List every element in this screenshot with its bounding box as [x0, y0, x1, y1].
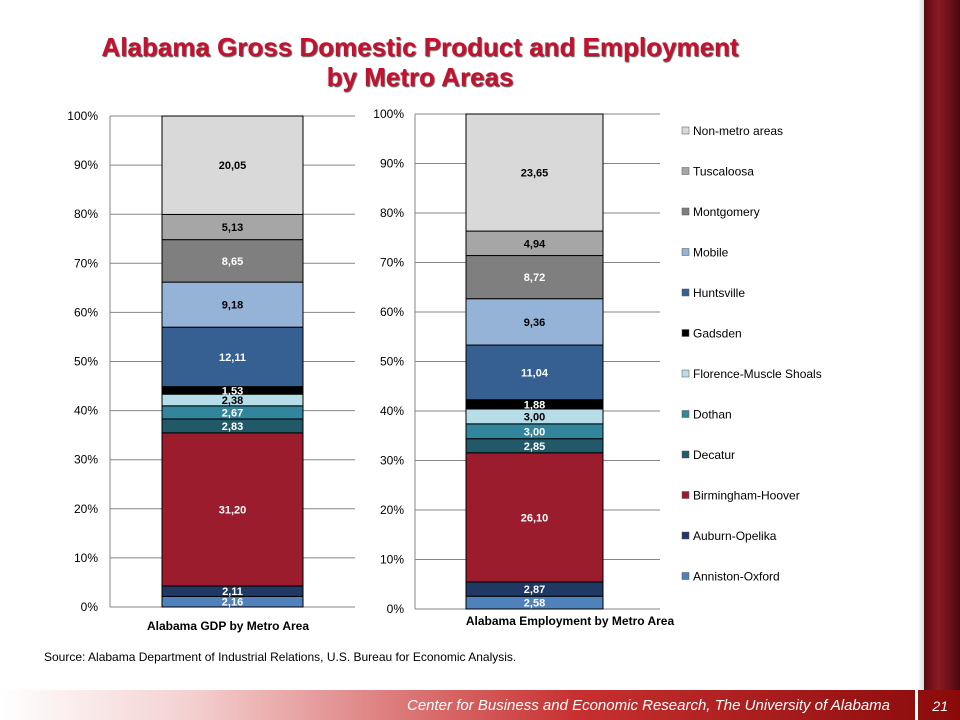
chart2-x-axis-label: Alabama Employment by Metro Area — [466, 614, 675, 628]
chart1-bar-non-metro-areas — [161, 115, 304, 215]
chart2-bar-birmingham-hoover — [465, 452, 604, 583]
chart2-y-tick-label: 50% — [380, 355, 404, 369]
charts-canvas: 0% 10% 20% 30% 40% 50% 60% 70% 80% 90% 100% 2,162,1… — [67, 107, 822, 633]
slide-side-edge — [918, 0, 924, 690]
chart2-y-tick-label: 40% — [380, 404, 404, 418]
legend-label-huntsville: Huntsville — [693, 286, 745, 300]
chart2-y-tick-label: 60% — [380, 305, 404, 319]
chart1-data-label-non-metro-areas: 20,05 — [219, 160, 247, 172]
chart1-data-label-birmingham-hoover: 31,20 — [219, 504, 247, 516]
chart1-y-tick-label: 90% — [74, 158, 98, 172]
chart1-bar-huntsville — [161, 326, 304, 388]
chart1-y-tick-label: 40% — [74, 404, 98, 418]
chart1-y-tick-label: 60% — [74, 305, 98, 319]
legend-swatch-anniston-oxford — [681, 572, 690, 580]
chart2-data-label-florence-muscle-shoals: 3,00 — [524, 411, 545, 423]
legend-swatch-mobile — [681, 248, 690, 256]
chart1-x-axis-label: Alabama GDP by Metro Area — [147, 619, 309, 633]
chart1-data-label-tuscaloosa: 5,13 — [222, 222, 243, 234]
legend-swatch-birmingham-hoover — [681, 491, 690, 499]
legend-label-florence-muscle-shoals: Florence-Muscle Shoals — [693, 367, 822, 381]
legend-swatch-gadsden — [681, 329, 690, 337]
chart2-data-label-huntsville: 11,04 — [521, 367, 549, 379]
legend-swatch-florence-muscle-shoals — [681, 369, 690, 378]
chart2-data-label-auburn-opelika: 2,87 — [524, 584, 545, 596]
chart2-data-label-dothan: 3,00 — [524, 426, 545, 438]
chart1-y-tick-label: 70% — [74, 256, 98, 270]
chart2-bar-non-metro-areas — [465, 113, 604, 232]
legend-label-mobile: Mobile — [693, 246, 729, 260]
chart1-data-label-gadsden: 1,53 — [222, 385, 243, 397]
legend-label-tuscaloosa: Tuscaloosa — [693, 165, 754, 179]
chart1-data-label-florence-muscle-shoals: 2,38 — [222, 395, 243, 407]
legend-swatch-huntsville — [681, 288, 690, 297]
chart1-y-tick-label: 50% — [74, 355, 98, 369]
legend-label-dothan: Dothan — [693, 408, 732, 422]
chart2-data-label-gadsden: 1,88 — [524, 399, 545, 411]
chart1-data-label-decatur: 2,83 — [222, 421, 243, 433]
legend-swatch-tuscaloosa — [681, 167, 690, 175]
chart2-y-tick-label: 0% — [387, 602, 405, 616]
chart2-data-label-tuscaloosa: 4,94 — [524, 238, 546, 250]
chart2-data-label-mobile: 9,36 — [524, 317, 545, 329]
footer-text: Center for Business and Economic Researc… — [407, 697, 890, 714]
chart2-y-tick-label: 90% — [380, 157, 404, 171]
chart2-bar-huntsville — [465, 344, 604, 401]
legend-label-birmingham-hoover: Birmingham-Hoover — [693, 489, 800, 503]
chart1-y-tick-label: 0% — [81, 600, 99, 614]
legend-label-decatur: Decatur — [693, 448, 735, 462]
chart2-bar-montgomery — [465, 255, 604, 300]
chart1-y-tick-label: 30% — [74, 453, 98, 467]
legend-label-non-metro-areas: Non-metro areas — [693, 124, 783, 138]
chart2-y-tick-label: 30% — [380, 454, 404, 468]
legend-swatch-dothan — [681, 410, 690, 418]
footer-divider — [915, 690, 918, 720]
chart2-bar-tuscaloosa — [465, 230, 604, 257]
legend-swatch-non-metro-areas — [681, 126, 690, 135]
chart1-data-label-auburn-opelika: 2,11 — [222, 586, 243, 598]
chart2-data-label-montgomery: 8,72 — [524, 272, 545, 284]
chart1-bar-birmingham-hoover — [161, 432, 304, 587]
chart2-data-label-anniston-oxford: 2,58 — [524, 598, 545, 610]
source-note: Source: Alabama Department of Industrial… — [44, 650, 517, 664]
chart2-y-tick-label: 80% — [380, 206, 404, 220]
legend-label-gadsden: Gadsden — [693, 327, 742, 341]
chart1-y-tick-label: 20% — [74, 502, 98, 516]
legend-swatch-auburn-opelika — [681, 531, 690, 540]
legend-swatch-decatur — [681, 450, 690, 459]
legend-swatch-montgomery — [681, 207, 690, 216]
legend-label-anniston-oxford: Anniston-Oxford — [693, 570, 780, 584]
chart2-y-tick-label: 100% — [373, 107, 404, 121]
chart2-y-tick-label: 70% — [380, 256, 404, 270]
chart2-data-label-non-metro-areas: 23,65 — [521, 168, 549, 180]
slide-title: Alabama Gross Domestic Product and Emplo… — [101, 32, 739, 92]
chart2-data-label-birmingham-hoover: 26,10 — [521, 512, 549, 524]
legend-label-montgomery: Montgomery — [693, 205, 760, 219]
chart1-data-label-anniston-oxford: 2,16 — [222, 597, 243, 609]
chart1-bar-tuscaloosa — [161, 213, 304, 241]
chart1-data-label-huntsville: 12,11 — [219, 352, 246, 364]
chart1-y-tick-label: 100% — [67, 109, 98, 123]
chart2-bar-mobile — [465, 298, 604, 346]
chart1-data-label-dothan: 2,67 — [222, 407, 243, 419]
footer-bar: Center for Business and Economic Researc… — [0, 690, 960, 720]
chart1-y-tick-label: 80% — [74, 207, 98, 221]
chart1-y-tick-label: 10% — [74, 551, 98, 565]
legend-label-auburn-opelika: Auburn-Opelika — [693, 529, 777, 543]
slide-side-band — [924, 0, 960, 690]
chart2-data-label-decatur: 2,85 — [524, 441, 545, 453]
chart1-data-label-mobile: 9,18 — [222, 300, 243, 312]
chart1-bar-montgomery — [161, 239, 304, 283]
chart1-data-label-montgomery: 8,65 — [222, 256, 243, 268]
chart2-y-tick-label: 20% — [380, 503, 404, 517]
page-number: 21 — [932, 698, 948, 714]
chart2-y-tick-label: 10% — [380, 553, 404, 567]
